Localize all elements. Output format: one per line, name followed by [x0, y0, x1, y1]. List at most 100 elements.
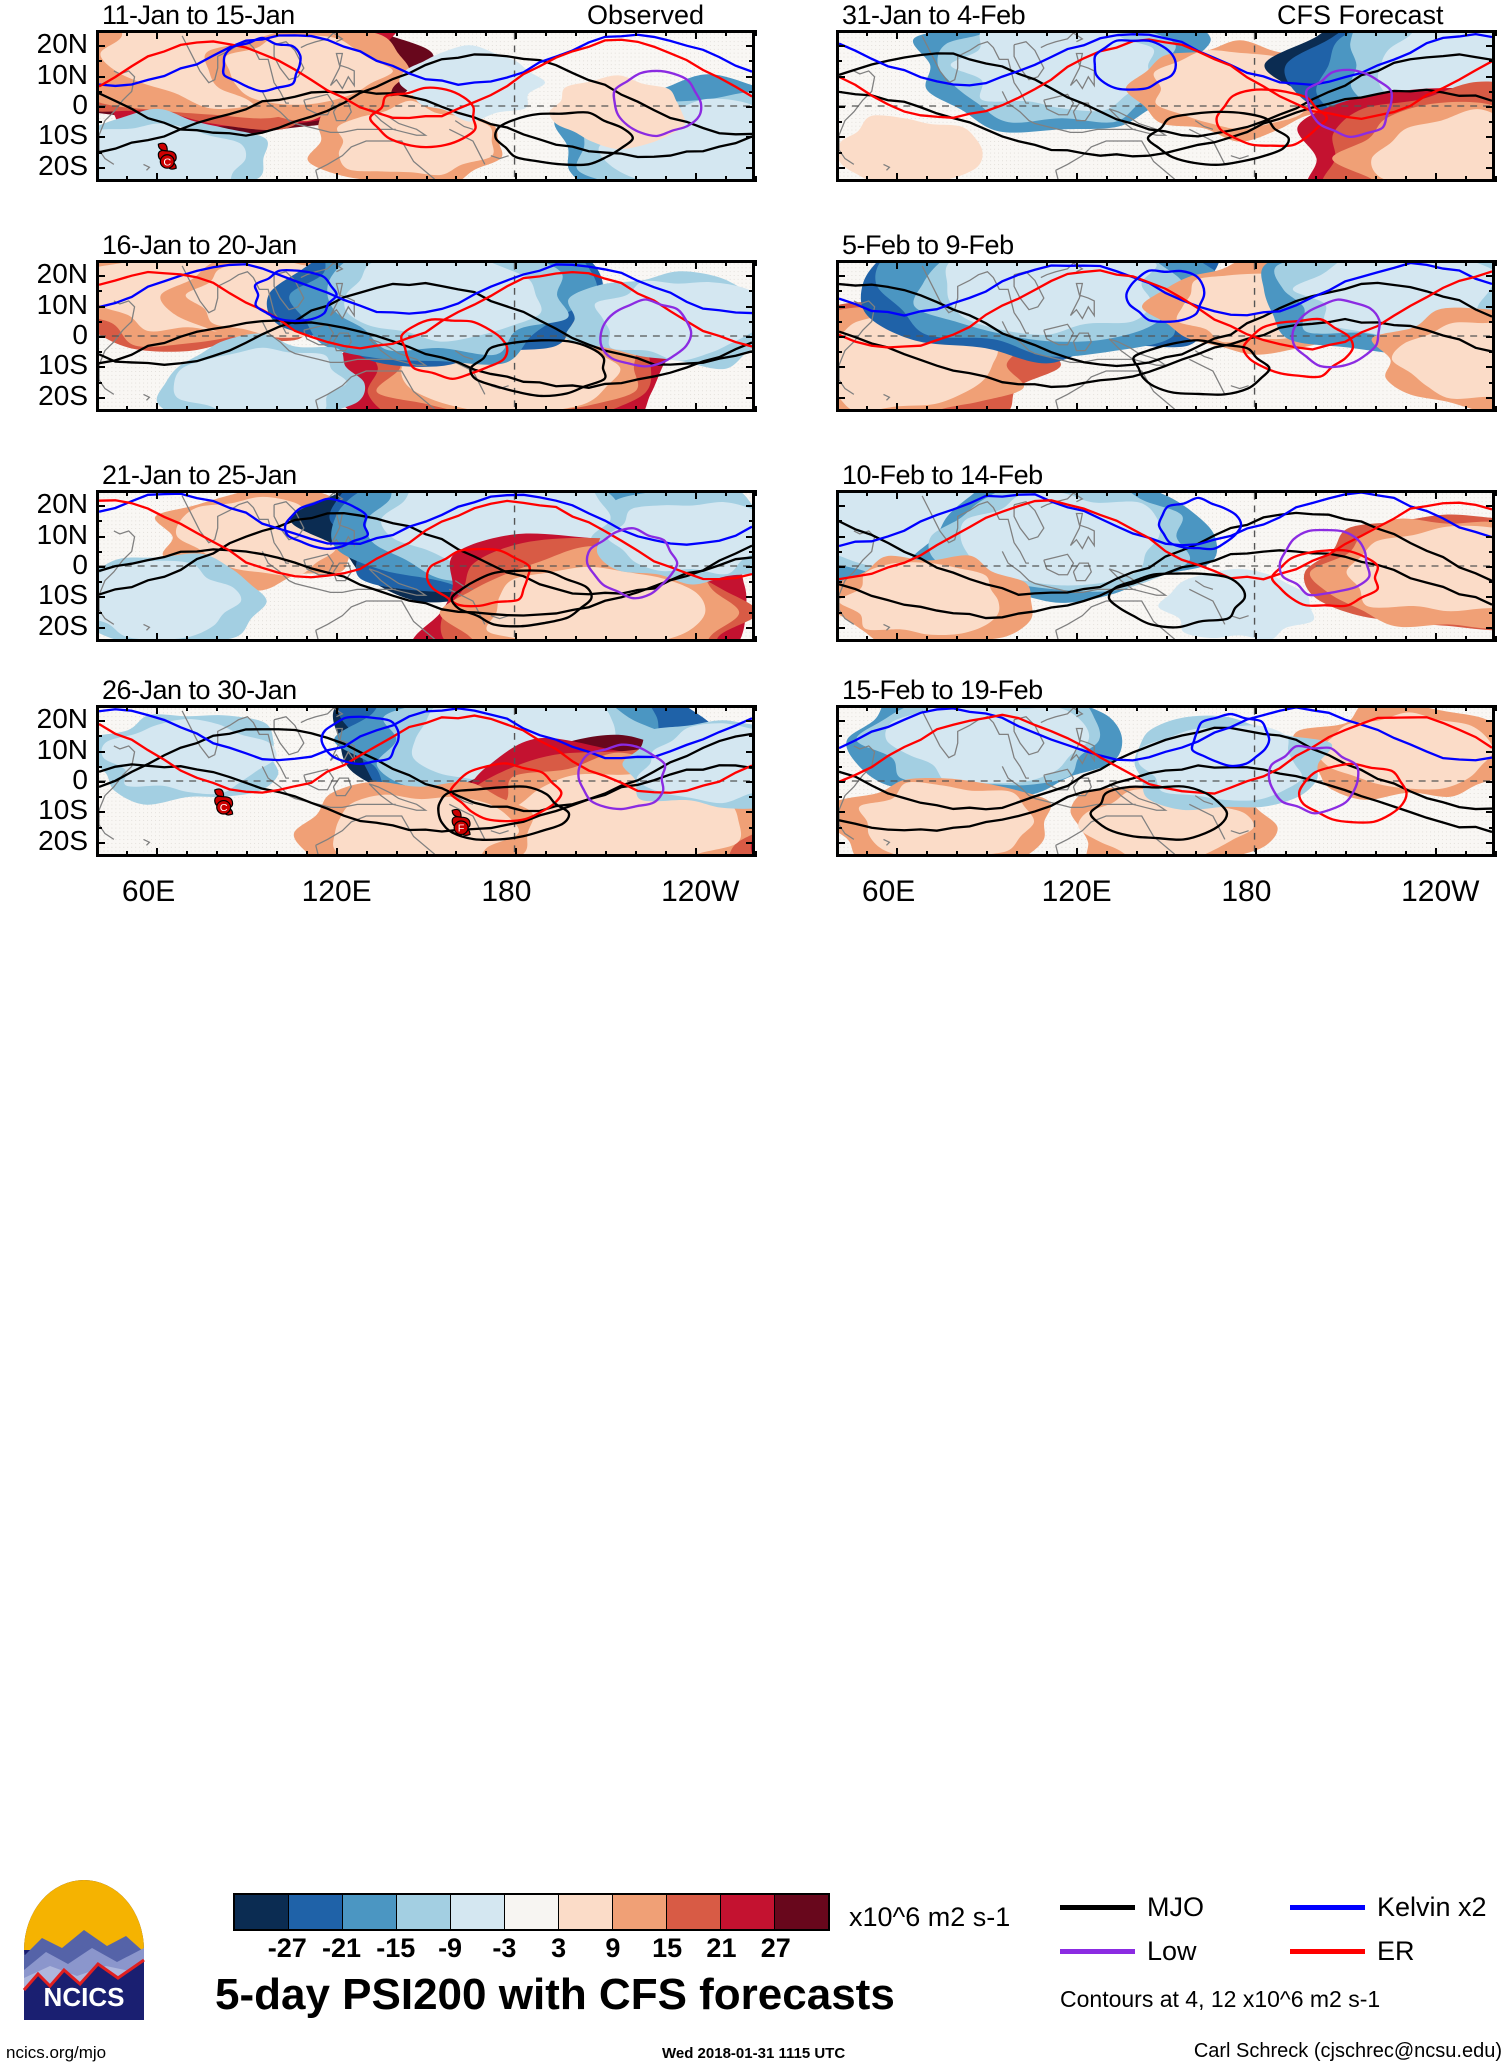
- x-axis-tick: [1375, 176, 1378, 182]
- x-axis-tick: [635, 490, 638, 496]
- y-axis-tick: [746, 366, 755, 369]
- x-axis-tick: [96, 260, 98, 266]
- x-axis-tick: [1495, 490, 1497, 496]
- colorbar-tick-label: -27: [267, 1933, 307, 1963]
- x-axis-tick: [575, 851, 578, 857]
- panel-title: 26-Jan to 30-Jan: [102, 675, 297, 705]
- y-axis-tick: [96, 351, 102, 354]
- x-axis-tick-label: 120W: [1401, 875, 1480, 908]
- colorbar-tick-label: -9: [438, 1933, 463, 1963]
- y-axis-tick: [749, 611, 755, 614]
- x-axis-tick: [985, 30, 988, 36]
- x-axis-tick: [1195, 406, 1198, 412]
- x-axis-tick: [1105, 406, 1108, 412]
- x-axis-tick: [635, 176, 638, 182]
- y-axis-tick: [96, 566, 105, 568]
- er-contour: [99, 714, 752, 794]
- y-axis-tick: [746, 305, 755, 308]
- colorbar-swatch: [613, 1895, 667, 1929]
- y-axis-tick: [96, 166, 105, 169]
- x-axis-tick: [125, 176, 128, 182]
- colorbar-swatch: [235, 1895, 289, 1929]
- x-axis-tick: [1045, 260, 1048, 266]
- kelvin-contour: [1125, 269, 1206, 323]
- x-axis-tick: [1405, 490, 1408, 496]
- logo-url[interactable]: ncics.org/mjo: [6, 2043, 107, 2062]
- x-axis-tick: [455, 406, 458, 412]
- mjo-contour: [1107, 572, 1247, 629]
- colorbar-ticklabels: -27 -21 -15 -9 -3 3 9 15 21 27: [233, 1933, 830, 1963]
- x-axis-tick: [155, 403, 158, 412]
- x-axis-tick: [275, 30, 278, 36]
- x-axis-tick: [1075, 173, 1078, 182]
- x-axis-tick: [836, 260, 838, 266]
- y-axis-tick: [96, 520, 102, 523]
- x-axis-tick: [1345, 851, 1348, 857]
- y-axis-tick: [836, 581, 842, 584]
- x-axis-tick: [955, 30, 958, 36]
- shaded-anomaly-band: [945, 263, 1157, 335]
- x-axis-tick: [245, 490, 248, 496]
- x-axis-tick: [455, 30, 458, 36]
- er-contour: [369, 86, 477, 149]
- x-axis-tick: [925, 176, 928, 182]
- x-axis-tick: [1165, 176, 1168, 182]
- x-axis-tick: [485, 260, 488, 266]
- x-axis-tick: [895, 633, 898, 642]
- colorbar-tick-label: 27: [760, 1933, 791, 1963]
- x-axis-tick: [1255, 260, 1258, 269]
- x-axis-tick: [1105, 636, 1108, 642]
- x-axis-tick: [485, 406, 488, 412]
- shaded-anomaly-band: [839, 562, 1000, 636]
- x-axis-tick: [485, 176, 488, 182]
- y-axis-tick: [1486, 626, 1495, 629]
- y-axis-tick: [1486, 841, 1495, 844]
- line-legend: MJO Kelvin x2 Low ER: [1060, 1892, 1510, 1982]
- x-axis-tick: [125, 490, 128, 496]
- colorbar-tick-label: -15: [376, 1933, 416, 1963]
- x-axis-tick: [275, 851, 278, 857]
- x-axis-tick: [865, 176, 868, 182]
- legend-item-kelvin-x2: Kelvin x2: [1290, 1892, 1487, 1923]
- er-contour: [839, 499, 1492, 581]
- colorbar-tick-label: 21: [706, 1933, 737, 1963]
- x-axis-tick: [1225, 705, 1228, 711]
- y-axis-tick: [1486, 366, 1495, 369]
- x-axis-tick: [1015, 490, 1018, 496]
- x-axis-tick: [365, 406, 368, 412]
- x-axis-tick: [1105, 260, 1108, 266]
- y-axis-tick: [1486, 535, 1495, 538]
- x-axis-tick: [455, 705, 458, 711]
- y-axis-tick: [836, 735, 842, 738]
- x-axis-tick: [1195, 636, 1198, 642]
- column-header: CFS Forecast: [1277, 0, 1444, 30]
- x-axis-tick: [305, 260, 308, 266]
- y-axis-tick: [836, 290, 842, 293]
- x-axis-tick: [1135, 260, 1138, 266]
- x-axis-tick: [1345, 30, 1348, 36]
- colorbar-swatch: [721, 1895, 775, 1929]
- panel-title: 15-Feb to 19-Feb: [842, 675, 1043, 705]
- svg-text:NCICS: NCICS: [44, 1982, 125, 2012]
- x-axis-tick: [1435, 848, 1438, 857]
- x-axis-tick: [455, 260, 458, 266]
- ncics-logo: NCICS: [22, 1880, 145, 2020]
- x-axis-tick: [1015, 176, 1018, 182]
- colorbar: [233, 1893, 830, 1931]
- colorbar-tick-label: 3: [551, 1933, 567, 1963]
- y-axis-tick: [1486, 566, 1495, 568]
- panel-title: 10-Feb to 14-Feb: [842, 460, 1043, 490]
- x-axis-tick: [485, 636, 488, 642]
- x-axis-tick: [605, 30, 608, 36]
- map-plot-area: [836, 30, 1495, 182]
- y-axis-tick: [836, 626, 845, 629]
- x-axis-tick: [395, 30, 398, 36]
- x-axis-tick-label: 180: [1221, 875, 1272, 908]
- x-axis-tick: [1495, 260, 1497, 266]
- x-axis-tick: [1165, 490, 1168, 496]
- y-axis-tick: [746, 750, 755, 753]
- y-axis-tick: [96, 45, 105, 48]
- kelvin-contour: [1190, 712, 1271, 768]
- x-axis-tick: [245, 30, 248, 36]
- x-axis-tick: [245, 406, 248, 412]
